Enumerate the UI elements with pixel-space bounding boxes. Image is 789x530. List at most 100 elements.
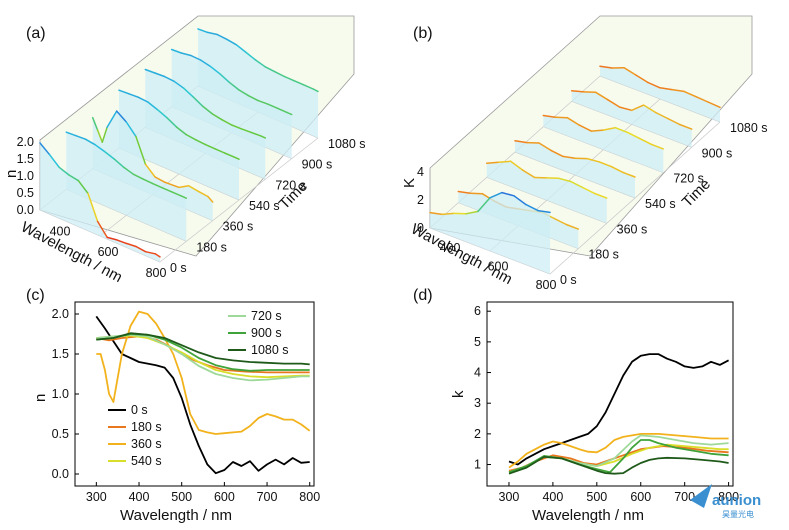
ribbon-line-segment [537,209,551,214]
ribbon-line-segment [707,101,721,109]
ribbon-line-segment [161,187,173,193]
panel-d-ylabel: k [450,390,467,398]
ribbon-line-segment [94,143,106,153]
ribbon-line-segment [221,119,233,126]
ribbon-fill [515,140,635,198]
ribbon-line-segment [223,152,235,158]
ribbon-line-segment [77,179,89,195]
panel-d-frame [486,301,734,487]
ribbon-line-segment [163,75,175,83]
ribbon-line-segment [144,68,156,74]
ribbon-line-segment [156,108,168,119]
ribbon-line-segment [542,114,557,119]
ribbon-line-segment [485,161,500,165]
y-tick-label: 4 [474,366,481,380]
ribbon-line-segment [570,90,585,93]
ribbon-line-segment [441,212,455,216]
y-tick-label: 0.0 [52,467,69,481]
x-tick-label: 600 [98,245,119,259]
ribbon-line-segment [144,163,156,178]
ribbon-line-segment [185,133,197,141]
ribbon-line-segment [521,169,536,179]
ribbon-line-segment [245,51,257,61]
ribbon-line-segment [514,140,528,144]
ribbon-fill [171,49,292,159]
ribbon-line-segment [293,79,305,86]
panel-d-series [508,353,730,475]
x-tick-label: 400 [440,241,461,255]
z-tick-label: 540 s [645,197,676,211]
panel-a-zticks: 0 s 180 s 360 s 540 s 720 s 900 s 1080 s [170,137,366,275]
legend-label: 180 s [131,420,162,434]
ribbon-line-segment [91,116,99,131]
ribbon-fill [486,161,607,224]
ribbon-line-segment [116,239,128,245]
y-tick-label: 2.0 [52,307,69,321]
ribbon-line-segment [175,126,187,136]
ribbon-line-segment [610,165,624,174]
ribbon-line-segment [581,186,596,195]
ribbon-line-segment [599,65,613,69]
ribbon-line-segment [606,98,621,108]
ribbon-line-segment [257,99,269,105]
ribbon-fill [543,115,664,173]
ribbon-line-segment [695,95,709,103]
series-line-0s [95,315,310,475]
series-line-1080s [508,456,729,475]
x-tick-label: 600 [630,490,651,504]
z-tick-label: 0 s [170,261,187,275]
ribbon-line-segment [106,236,118,241]
ribbon-line-segment [562,155,576,159]
panel-c-xlabel: Wavelength / nm [120,507,232,524]
ribbon-line-segment [283,75,295,82]
ribbon-line-segment [497,160,512,164]
ribbon-fill [66,132,187,242]
ribbon-line-segment [623,66,637,76]
ribbon-line-segment [254,59,266,68]
x-tick-label: 300 [86,490,107,504]
ribbon-line-segment [101,126,108,143]
ribbon-line-segment [187,185,200,193]
ribbon-line-segment [501,191,515,197]
ribbon-line-segment [197,28,209,34]
ribbon-line-segment [659,87,673,91]
ribbon-line-segment [202,105,214,115]
ribbon-line-segment [127,92,139,98]
ribbon-line-segment [647,81,661,89]
panel-b-label: (b) [413,25,433,42]
ribbon-line-segment [144,250,156,255]
z-tick-label: 540 s [249,199,280,213]
panel-b-yticks: 0 2 4 [417,165,424,235]
ribbon-line-segment [118,89,130,95]
legend-label: 360 s [131,437,162,451]
ribbon-line-segment [135,245,147,253]
ribbon-line-segment [525,203,539,212]
ribbon-line-segment [602,126,617,131]
y-tick-label: 0.0 [17,203,34,217]
panel-c-label: (c) [26,287,45,304]
ribbon-line-segment [137,96,149,103]
ribbon-line-segment [259,135,267,139]
y-tick-label: 2 [474,427,481,441]
legend-label: 1080 s [251,343,289,357]
panel-a-yticks: 0.0 0.5 1.0 1.5 2.0 [17,135,34,217]
ribbon-line-segment [199,59,211,67]
legend-label: 900 s [251,326,282,340]
z-tick-label: 720 s [673,172,704,186]
y-tick-label: 1.0 [52,387,69,401]
ribbon-line-segment [166,117,178,128]
ribbon-line-segment [626,131,641,140]
x-tick-label: 500 [586,490,607,504]
ribbon-line-segment [211,113,223,121]
ribbon-line-segment [233,156,240,160]
ribbon-line-segment [68,174,80,182]
ribbon-line-segment [123,166,135,176]
ribbon-line-segment [638,137,653,146]
ribbon-line-segment [154,72,166,78]
panel-c-ticks: 300 400 500 600 700 800 0.0 0.5 1.0 1.5 2.0 [52,307,321,504]
ribbon-line-segment [147,101,159,111]
panel-b-xticks: 400 600 800 [440,241,557,292]
ribbon-fill [430,192,550,274]
ribbon-line-segment [566,116,581,126]
